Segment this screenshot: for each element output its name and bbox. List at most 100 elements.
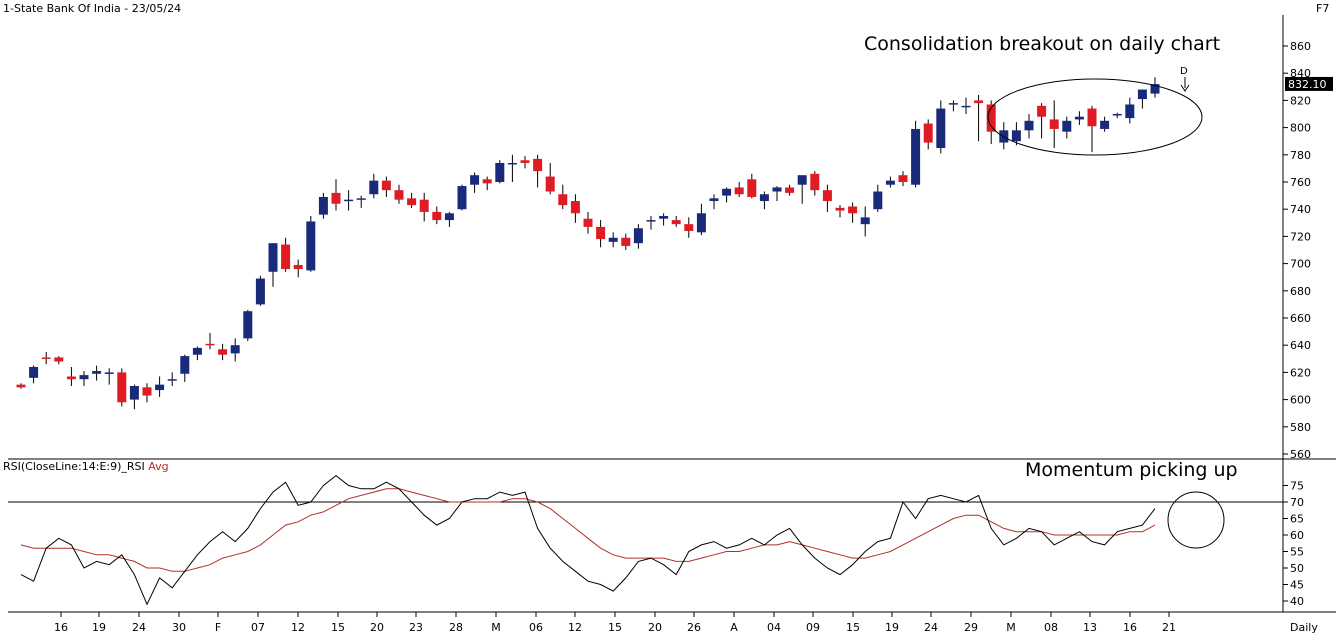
- candle-up: [759, 194, 769, 202]
- price-panel: [8, 15, 1336, 460]
- price-tick-label: 860: [1290, 40, 1311, 53]
- candle-up: [659, 216, 669, 219]
- candle-down: [835, 207, 845, 211]
- x-tick-label: 15: [608, 621, 622, 634]
- candle-up: [608, 237, 618, 242]
- candle-up: [344, 199, 354, 202]
- candle-up: [1112, 114, 1122, 116]
- rsi-line: [20, 474, 1156, 606]
- candle-down: [570, 201, 580, 214]
- candle-down: [671, 220, 681, 225]
- x-tick-label: 06: [529, 621, 543, 634]
- x-axis: 16 19 24 30 F 07 12 15 20 23 28 M 06 12 15 20 26 A 04 09 15 1…: [8, 611, 1336, 634]
- price-tick-label: 720: [1290, 230, 1311, 243]
- candle-up: [369, 180, 379, 195]
- candle-up: [860, 217, 870, 225]
- candle-down: [142, 387, 152, 396]
- x-tick-label: 23: [409, 621, 423, 634]
- candle-up: [104, 372, 114, 374]
- candle-down: [205, 343, 215, 346]
- x-tick-label: M: [1006, 621, 1016, 634]
- candle-up: [709, 198, 719, 202]
- candle-down: [1087, 108, 1097, 127]
- chart-title: 1-State Bank Of India - 23/05/24: [3, 2, 182, 15]
- candle-down: [54, 357, 64, 362]
- price-tick-label: 580: [1290, 421, 1311, 434]
- x-tick-label: 19: [92, 621, 106, 634]
- candle-up: [255, 278, 265, 305]
- candle-down: [1037, 105, 1047, 117]
- price-tick-label: 780: [1290, 149, 1311, 162]
- candle-down: [293, 264, 303, 270]
- x-tick-label: 15: [331, 621, 345, 634]
- candle-up: [696, 213, 706, 233]
- candle-up: [633, 228, 643, 244]
- candle-down: [898, 175, 908, 182]
- candle-up: [129, 386, 139, 400]
- candle-down: [117, 372, 127, 403]
- candle-up: [797, 175, 807, 185]
- candle-up: [495, 162, 505, 182]
- candle-up: [1011, 130, 1021, 142]
- x-tick-label: 09: [806, 621, 820, 634]
- price-tick-label: 640: [1290, 339, 1311, 352]
- candle-down: [747, 179, 757, 197]
- candle-down: [218, 349, 228, 355]
- x-tick-label: 08: [1044, 621, 1058, 634]
- candle-down: [381, 180, 391, 191]
- candle-up: [230, 345, 240, 354]
- x-tick-label: A: [730, 621, 738, 634]
- x-tick-label: 24: [132, 621, 146, 634]
- candle-up: [268, 243, 278, 272]
- candle-up: [180, 356, 190, 374]
- candle-down: [558, 194, 568, 206]
- x-axis-label: Daily: [1290, 621, 1318, 634]
- rsi-tick-label: 50: [1290, 562, 1304, 575]
- x-tick-label: 19: [885, 621, 899, 634]
- x-tick-label: 20: [648, 621, 662, 634]
- candle-up: [772, 187, 782, 192]
- rsi-tick-label: 40: [1290, 595, 1304, 608]
- candle-up: [444, 213, 454, 221]
- candle-up: [722, 188, 732, 196]
- price-tick-label: 560: [1290, 448, 1311, 461]
- x-tick-label: 29: [964, 621, 978, 634]
- breakout-annotation: Consolidation breakout on daily chart: [864, 33, 1221, 55]
- x-tick-label: 20: [370, 621, 384, 634]
- rsi-tick-label: 65: [1290, 513, 1304, 526]
- candle-down: [394, 190, 404, 200]
- candle-down: [734, 187, 744, 195]
- momentum-annotation: Momentum picking up: [1025, 459, 1238, 481]
- rsi-title: RSI(CloseLine:14:E:9)_RSI Avg: [3, 460, 169, 473]
- x-tick-label: F: [215, 621, 221, 634]
- x-tick-label: 26: [687, 621, 701, 634]
- candle-down: [520, 160, 530, 163]
- price-tick-label: 700: [1290, 258, 1311, 271]
- rsi-tick-label: 70: [1290, 496, 1304, 509]
- candle-up: [1137, 89, 1147, 100]
- candle-up: [507, 162, 517, 165]
- momentum-circle: [1167, 491, 1225, 549]
- candle-up: [961, 105, 971, 108]
- price-tick-label: 680: [1290, 285, 1311, 298]
- candle-down: [66, 376, 76, 380]
- candle-up: [1024, 120, 1034, 131]
- x-tick-label: 04: [767, 621, 781, 634]
- price-tick-label: 800: [1290, 122, 1311, 135]
- x-tick-label: 12: [568, 621, 582, 634]
- breakout-arrow-head-icon: [1180, 84, 1190, 92]
- candle-up: [948, 103, 958, 105]
- candle-up: [457, 186, 467, 210]
- candle-up: [79, 375, 89, 380]
- x-tick-label: 30: [172, 621, 186, 634]
- price-tick-label: 620: [1290, 366, 1311, 379]
- rsi-avg-line: [20, 488, 1156, 572]
- candle-up: [192, 347, 202, 355]
- x-tick-label: 13: [1083, 621, 1097, 634]
- candle-down: [533, 158, 543, 172]
- candle-up: [1062, 120, 1072, 132]
- candle-up: [936, 108, 946, 148]
- price-axis: 560 580 600 620 640 660 680 700 720 740 760 780 800 8…: [1283, 40, 1333, 461]
- candle-up: [646, 220, 656, 222]
- consolidation-ellipse: [987, 78, 1203, 156]
